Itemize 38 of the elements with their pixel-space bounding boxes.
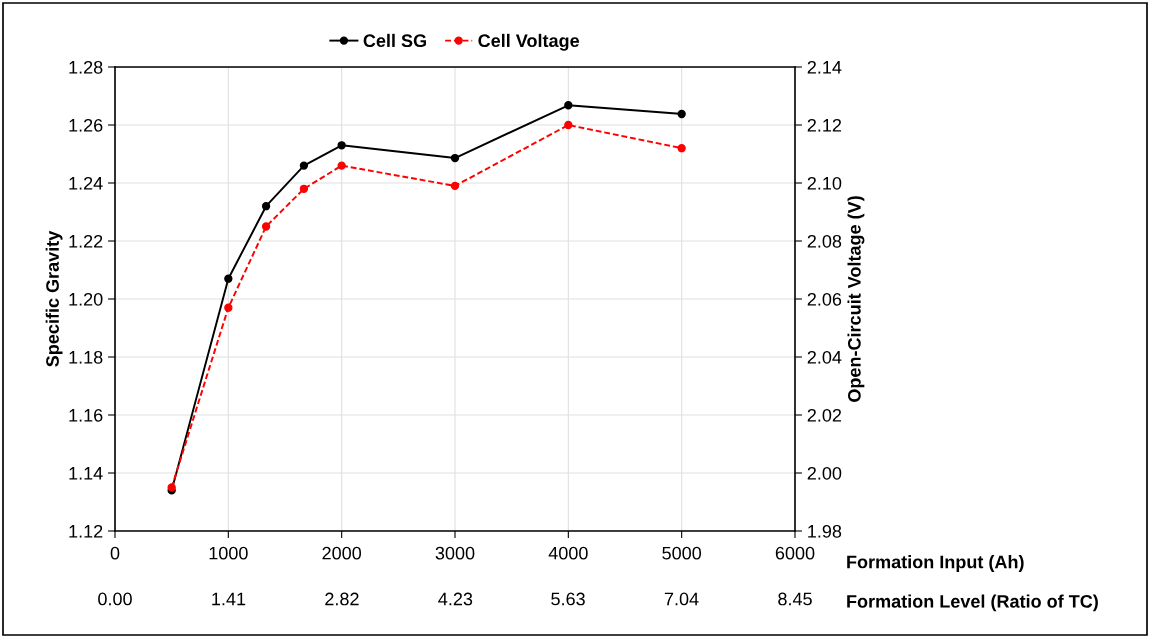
y2-tick-label: 2.04 (807, 350, 842, 364)
x-tick-label: 2000 (322, 546, 362, 560)
x2-tick-label: 8.45 (778, 592, 812, 606)
y2-axis-title: Open-Circuit Voltage (V) (847, 196, 865, 402)
y-tick-label: 1.28 (69, 60, 103, 74)
y2-tick-label: 2.08 (807, 234, 842, 248)
y2-tick-label: 2.02 (807, 408, 842, 422)
y-tick-label: 1.26 (69, 118, 103, 132)
y2-tick-label: 2.14 (807, 60, 842, 74)
y-tick-label: 1.22 (69, 234, 103, 248)
y2-tick-label: 2.12 (807, 118, 842, 132)
x2-tick-label: 0.00 (98, 592, 132, 606)
x2-tick-label: 2.82 (325, 592, 359, 606)
y-tick-label: 1.16 (69, 408, 103, 422)
x-tick-label: 4000 (548, 546, 588, 560)
y-tick-label: 1.20 (69, 292, 103, 306)
y2-tick-label: 2.10 (807, 176, 842, 190)
legend-label: Cell SG (363, 33, 426, 48)
x2-tick-label: 1.41 (212, 592, 246, 606)
y2-tick-label: 1.98 (808, 524, 842, 538)
y-tick-label: 1.14 (69, 467, 103, 480)
x-axis-title: Formation Input (Ah) (847, 555, 1024, 572)
x-tick-label: 6000 (775, 546, 815, 560)
y-tick-label: 1.24 (69, 176, 103, 190)
x-tick-label: 0 (110, 546, 120, 560)
x2-tick-label: 7.04 (664, 592, 699, 606)
legend-label: Cell Voltage (478, 33, 580, 51)
x2-tick-label: 4.23 (438, 592, 473, 606)
x-tick-label: 3000 (435, 546, 475, 560)
x-tick-label: 5000 (662, 546, 702, 560)
x-tick-label: 1000 (209, 546, 248, 560)
y-tick-label: 1.18 (69, 350, 103, 364)
x2-axis-title: Formation Level (Ratio of TC) (847, 594, 1098, 612)
x2-tick-label: 5.63 (551, 592, 585, 606)
y-axis-title: Specific Gravity (45, 230, 63, 367)
y-tick-label: 1.12 (69, 524, 103, 538)
y2-tick-label: 2.00 (807, 466, 842, 480)
y2-tick-label: 2.06 (807, 292, 842, 306)
